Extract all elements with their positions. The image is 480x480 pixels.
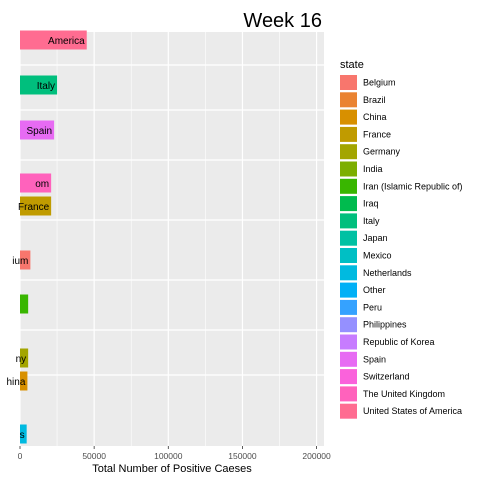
- legend-key: [340, 282, 357, 298]
- bar: [20, 173, 52, 193]
- legend-label: Iraq: [363, 199, 379, 209]
- legend-key: [340, 196, 357, 212]
- legend-key: [340, 403, 357, 419]
- x-axis-title: Total Number of Positive Caeses: [92, 463, 252, 475]
- bar: [20, 424, 27, 444]
- bar-labels: America Italy Spain om France ium ny hina s: [7, 36, 86, 441]
- legend-label: Germany: [363, 147, 401, 157]
- bar: [20, 348, 29, 368]
- legend-key: [340, 299, 357, 315]
- legend-label: Italy: [363, 216, 380, 226]
- x-tick-label: 200000: [302, 451, 331, 461]
- bar: [20, 196, 52, 216]
- x-tick-label: 150000: [228, 451, 257, 461]
- bar-label: France: [18, 202, 50, 213]
- legend-key: [340, 144, 357, 160]
- legend-label: Belgium: [363, 78, 396, 88]
- legend-key: [340, 369, 357, 385]
- legend-key: [340, 178, 357, 194]
- legend-label: Japan: [363, 233, 388, 243]
- plot-panel: [20, 32, 324, 446]
- legend-key: [340, 351, 357, 367]
- legend-key: [340, 265, 357, 281]
- legend-key: [340, 126, 357, 142]
- legend-key: [340, 248, 357, 263]
- legend-key: [340, 92, 357, 108]
- bar-label: ny: [16, 354, 27, 365]
- x-tick-label: 50000: [82, 451, 106, 461]
- legend-label: Mexico: [363, 251, 392, 261]
- legend-label: The United Kingdom: [363, 389, 445, 399]
- legend-label: India: [363, 164, 383, 174]
- bar: [20, 30, 87, 50]
- x-tick-label: 100000: [154, 451, 183, 461]
- legend-key: [340, 75, 357, 90]
- legend-key: [340, 334, 357, 350]
- bar-label: America: [48, 36, 85, 47]
- bar: [20, 250, 31, 270]
- bar: [20, 294, 29, 314]
- legend-label: Peru: [363, 302, 382, 312]
- legend-label: Iran (Islamic Republic of): [363, 181, 463, 191]
- legend-key: [340, 213, 357, 229]
- legend-label: Spain: [363, 354, 386, 364]
- bar: [20, 75, 58, 95]
- legend-label: Switzerland: [363, 372, 410, 382]
- legend-key: [340, 109, 357, 125]
- legend-label: Other: [363, 285, 386, 295]
- x-axis: 0 50000 100000 150000 200000: [18, 446, 331, 461]
- legend-label: United States of America: [363, 406, 462, 416]
- x-tick-label: 0: [18, 451, 23, 461]
- bars: [20, 30, 87, 444]
- grid: [19, 32, 324, 446]
- legend-title: state: [340, 59, 364, 71]
- legend-key: [340, 161, 357, 177]
- bar: [20, 371, 28, 391]
- bar-label: ium: [12, 256, 28, 267]
- legend: state Belgium Brazil China France Germany Ind…: [340, 59, 463, 419]
- legend-label: Brazil: [363, 95, 386, 105]
- legend-key: [340, 386, 357, 402]
- bar: [20, 120, 55, 140]
- bar-label: Spain: [27, 126, 53, 137]
- bar-label: om: [35, 179, 49, 190]
- bar-label: s: [20, 430, 25, 441]
- legend-label: France: [363, 129, 391, 139]
- legend-key: [340, 317, 357, 333]
- bar-label: hina: [7, 377, 26, 388]
- legend-label: Philippines: [363, 320, 407, 330]
- chart-title: Week 16: [243, 10, 322, 32]
- bar-label: Italy: [37, 81, 55, 92]
- legend-label: Republic of Korea: [363, 337, 435, 347]
- legend-label: Netherlands: [363, 268, 412, 278]
- legend-label: China: [363, 112, 387, 122]
- legend-key: [340, 230, 357, 246]
